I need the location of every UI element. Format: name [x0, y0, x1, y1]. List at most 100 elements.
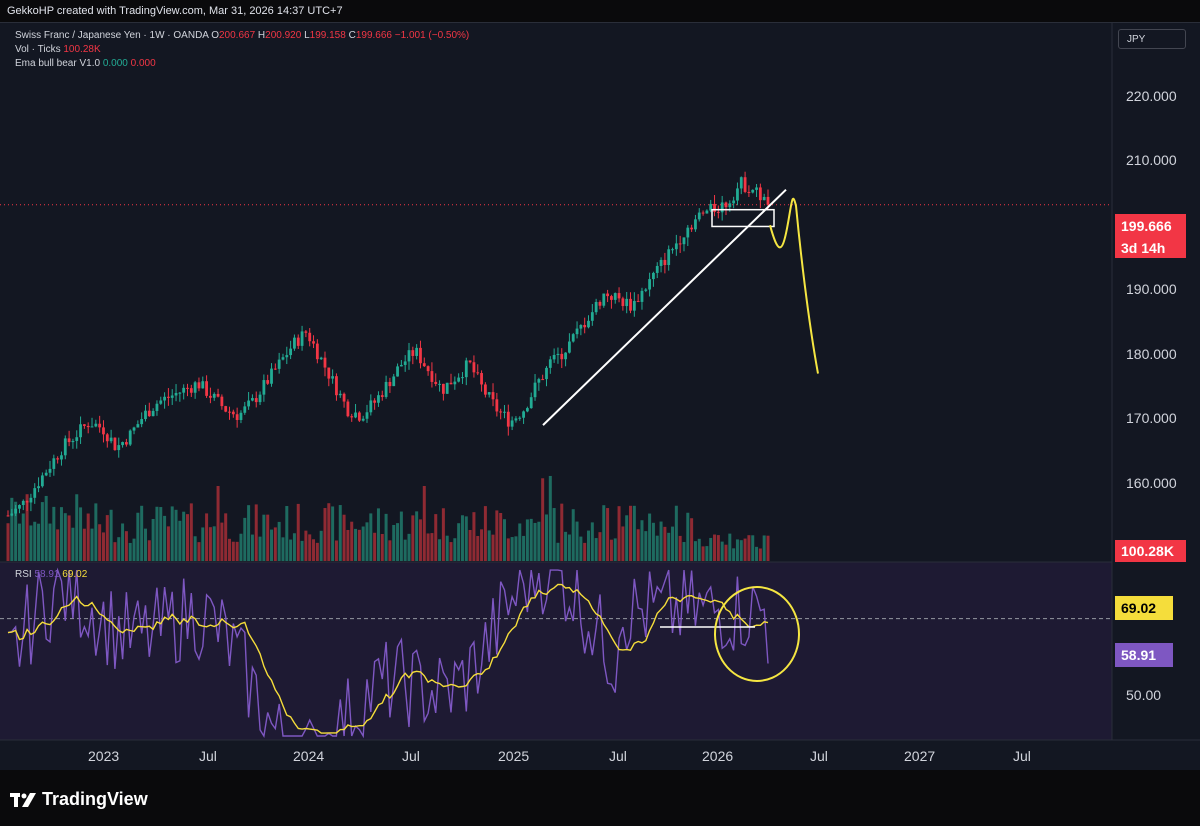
volume-bar	[430, 533, 434, 561]
volume-bar	[415, 511, 419, 561]
volume-bar	[483, 506, 487, 561]
candle-body	[606, 293, 609, 297]
volume-bar	[354, 528, 358, 561]
volume-bar	[411, 515, 415, 561]
forecast-drawing[interactable]	[769, 197, 819, 374]
volume-bar	[525, 519, 529, 561]
candle-body	[587, 320, 590, 328]
rsi-circle-drawing[interactable]	[714, 586, 800, 682]
candle-body	[361, 418, 365, 421]
ema-indicator-label[interactable]: Ema bull bear V1.0	[15, 58, 101, 69]
candle-body	[541, 379, 545, 381]
volume-bar	[472, 512, 476, 561]
candle-body	[331, 376, 335, 379]
volume-bar	[350, 521, 354, 561]
volume-bar	[556, 542, 560, 561]
price-tick: 220.000	[1126, 88, 1177, 104]
candle-body	[56, 458, 60, 460]
chart-svg[interactable]	[0, 22, 1200, 770]
volume-bar	[105, 515, 109, 561]
volume-bar	[396, 523, 400, 561]
volume-bar	[629, 505, 633, 561]
volume-bar	[632, 505, 636, 561]
volume-bar	[140, 505, 144, 561]
candle-body	[445, 382, 449, 394]
volume-bar	[357, 529, 361, 561]
candle-body	[67, 438, 71, 443]
volume-bar	[583, 542, 587, 561]
volume-bar	[640, 520, 644, 561]
candle-body	[648, 279, 652, 290]
candle-body	[44, 472, 48, 476]
volume-bar	[609, 539, 613, 561]
volume-bar	[48, 523, 52, 561]
volume-bar	[441, 508, 445, 561]
volume-bar	[86, 513, 90, 561]
price-tick: 160.000	[1126, 475, 1177, 491]
volume-bar	[705, 546, 709, 561]
candle-body	[441, 383, 445, 394]
candle-body	[144, 410, 147, 420]
volume-bar	[464, 516, 468, 561]
candle-body	[468, 360, 472, 363]
close-value: 199.666	[355, 30, 392, 41]
consolidation-box-drawing[interactable]	[711, 208, 775, 228]
volume-bar	[75, 494, 79, 561]
volume-bar	[544, 514, 548, 561]
volume-bar	[522, 535, 526, 561]
candle-body	[296, 337, 300, 346]
volume-bar	[205, 513, 209, 561]
candle-body	[716, 211, 720, 213]
candle-body	[216, 393, 220, 397]
candle-body	[60, 455, 63, 460]
candle-body	[6, 515, 10, 517]
rsi-ma-value: 69.02	[62, 569, 88, 580]
symbol-title[interactable]: Swiss Franc / Japanese Yen · 1W · OANDA	[15, 30, 209, 41]
candle-body	[128, 430, 132, 445]
volume-bar	[82, 528, 86, 561]
volume-bar	[220, 522, 224, 561]
currency-button[interactable]: JPY	[1118, 29, 1186, 49]
volume-bar	[296, 503, 300, 561]
volume-bar	[380, 534, 384, 561]
candle-body	[655, 265, 659, 273]
candle-body	[335, 376, 338, 396]
tradingview-logo[interactable]: TradingView	[10, 789, 148, 810]
volume-bar	[334, 540, 338, 561]
volume-bar	[499, 512, 503, 561]
volume-bar	[690, 518, 694, 561]
volume-bar	[651, 522, 655, 561]
candle-body	[518, 417, 522, 419]
candle-body	[610, 296, 613, 300]
volume-bar	[739, 540, 743, 561]
volume-label[interactable]: Vol · Ticks	[15, 44, 61, 55]
trendline-drawing[interactable]	[542, 188, 787, 426]
candle-body	[14, 508, 18, 514]
candle-body	[18, 505, 21, 509]
candle-body	[556, 353, 560, 355]
volume-bars	[6, 475, 770, 561]
ema-value-2: 0.000	[130, 58, 156, 69]
candle-body	[136, 424, 140, 428]
volume-bar	[59, 507, 63, 561]
volume-bar	[109, 509, 113, 561]
candle-body	[709, 203, 713, 211]
volume-bar	[487, 530, 491, 561]
candle-body	[762, 196, 766, 201]
volume-bar	[552, 508, 556, 561]
rsi-badge: 58.91	[1115, 643, 1173, 667]
candle-body	[147, 410, 151, 417]
rsi-label[interactable]: RSI	[15, 569, 32, 580]
price-tick: 170.000	[1126, 410, 1177, 426]
candle-body	[228, 411, 231, 413]
candle-body	[323, 357, 327, 368]
volume-bar	[686, 512, 690, 561]
volume-bar	[625, 515, 629, 561]
volume-bar	[751, 535, 755, 561]
candle-body	[537, 379, 541, 383]
candle-body	[319, 357, 323, 360]
volume-bar	[40, 502, 44, 561]
volume-bar	[678, 535, 682, 561]
low-label: L	[304, 30, 310, 41]
rsi-line	[7, 567, 769, 739]
